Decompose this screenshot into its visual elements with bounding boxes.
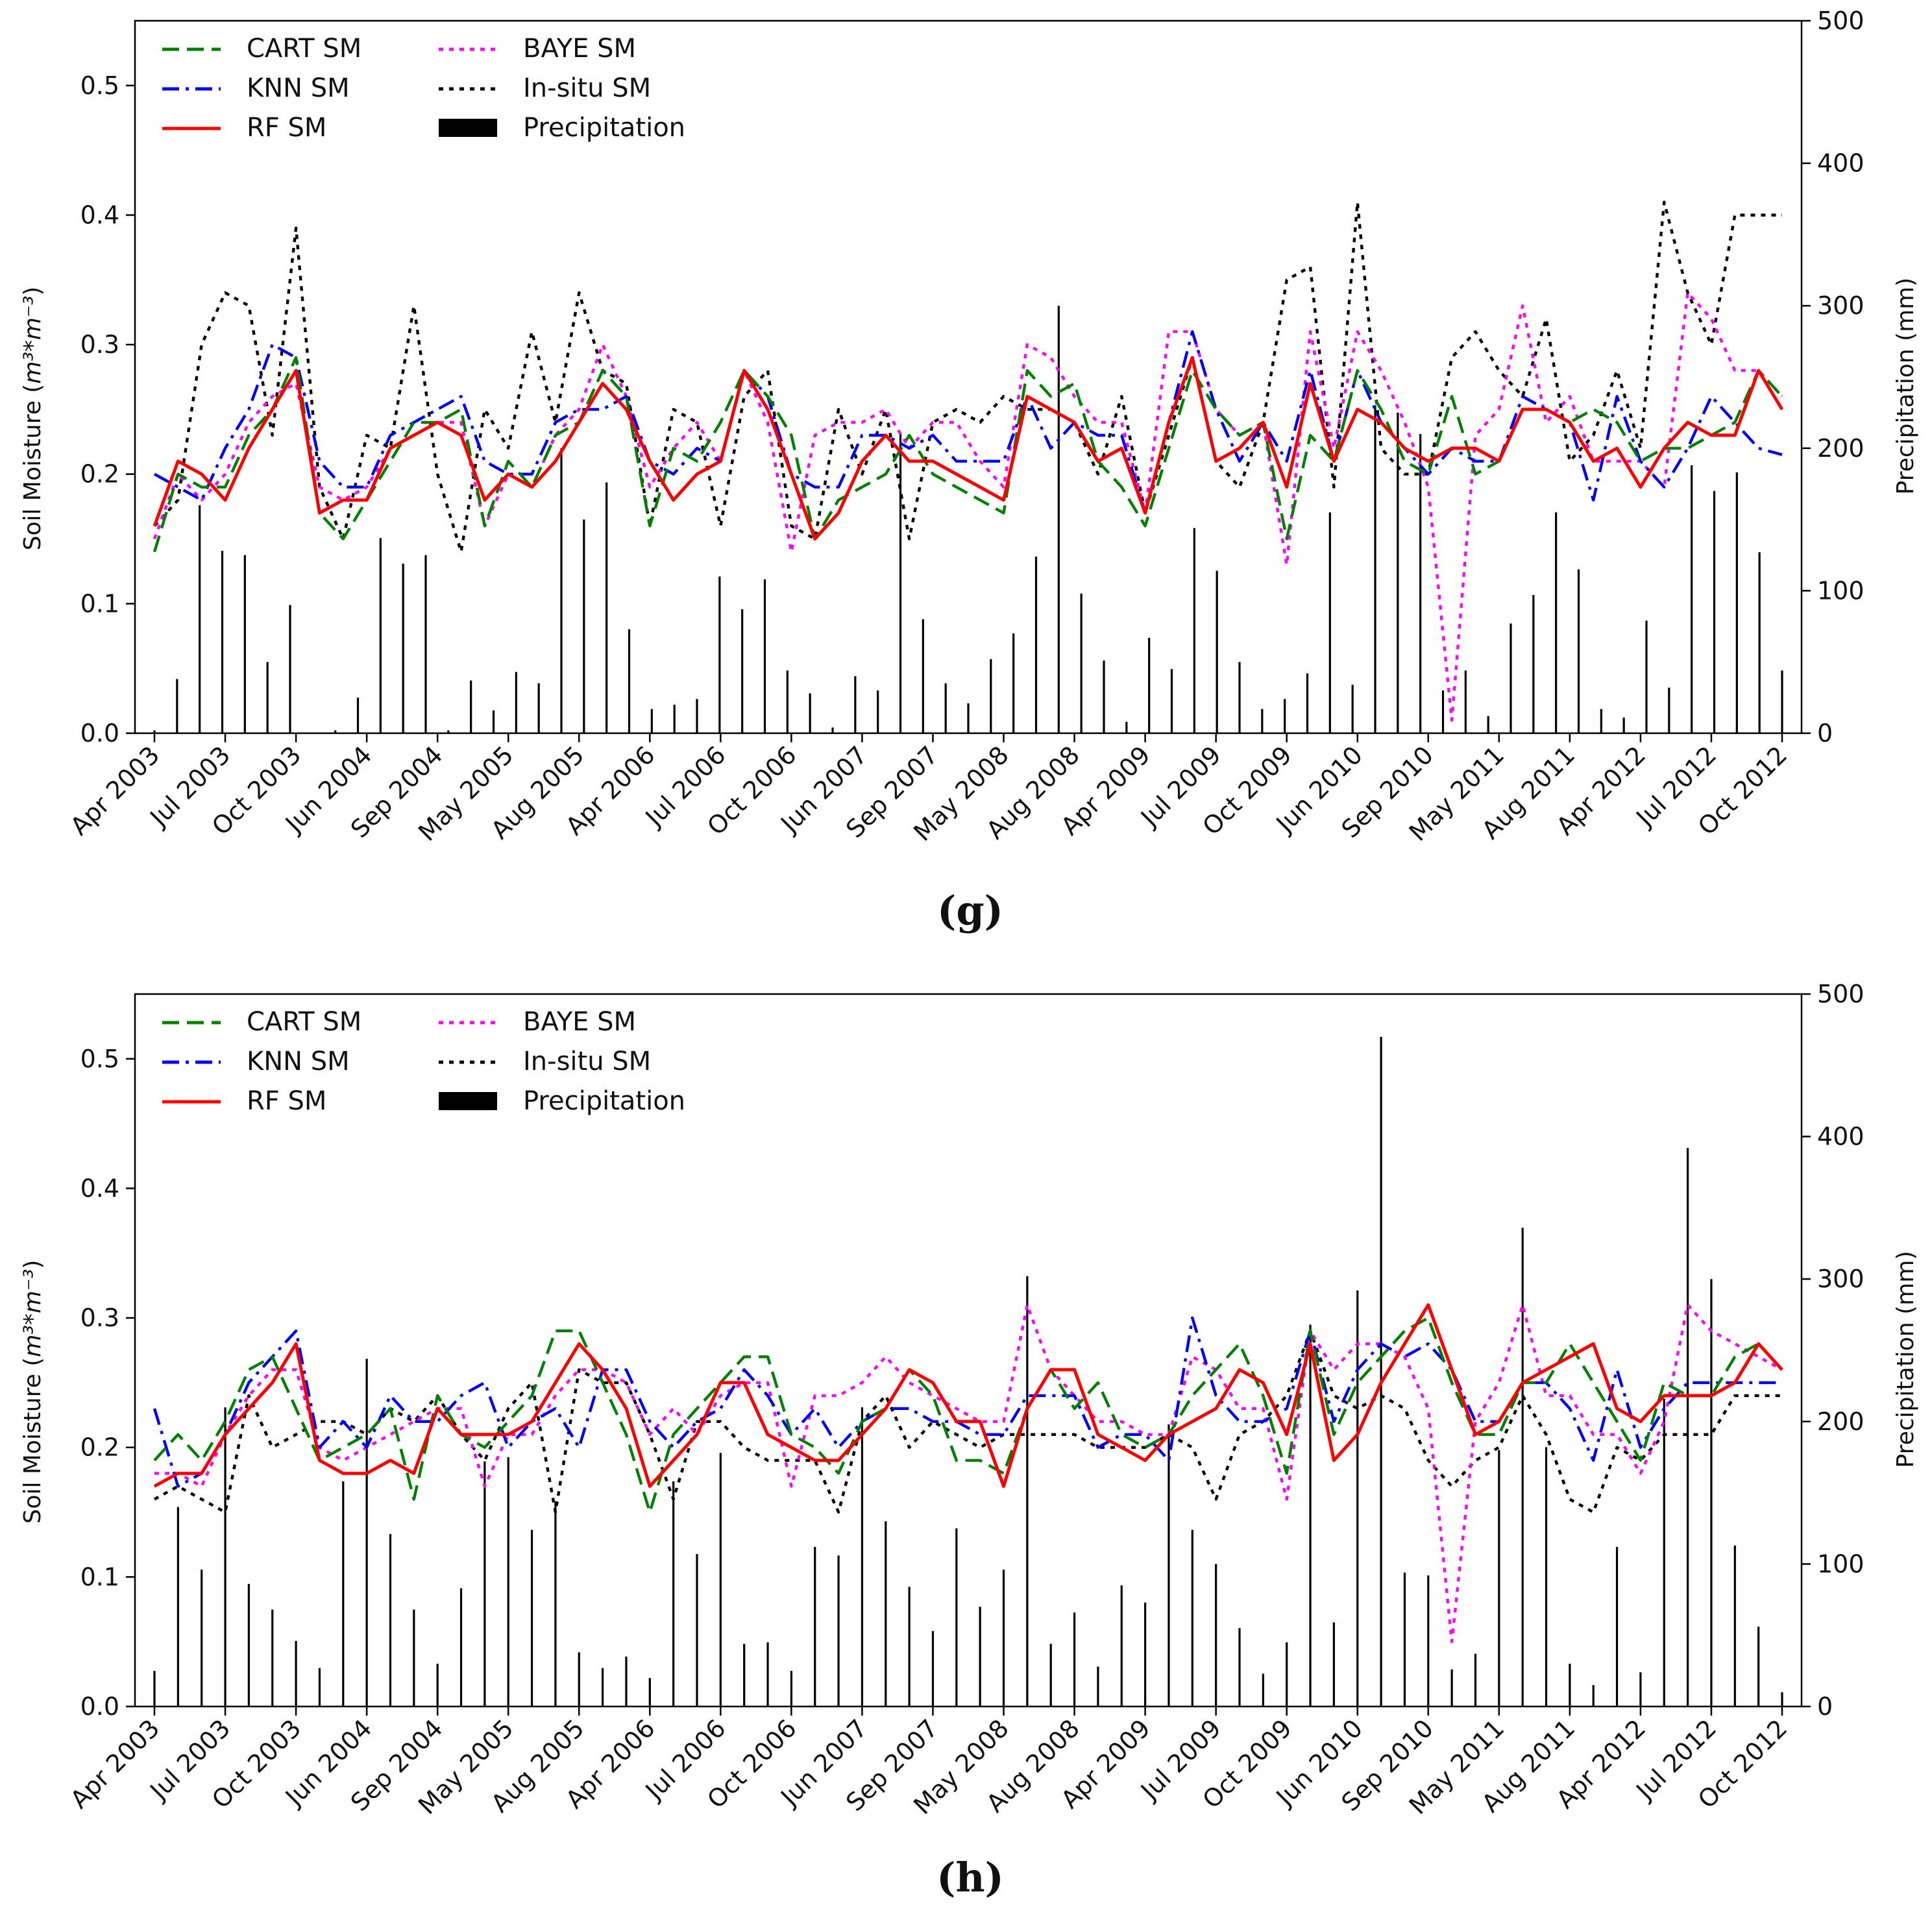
legend-item: Precipitation <box>439 113 685 143</box>
legend-item: KNN SM <box>162 1047 350 1076</box>
legend-swatch <box>439 119 497 137</box>
plot-frame <box>134 19 1803 735</box>
panel-label: (h) <box>936 1854 1004 1901</box>
legend-label: BAYE SM <box>523 1007 636 1037</box>
series-line-rf-sm <box>153 1303 1783 1488</box>
y2-tick-label: 100 <box>1817 1549 1865 1578</box>
y-axis-right: 0 100 200 300 400 500 <box>1802 6 1865 747</box>
legend-label: KNN SM <box>247 73 350 103</box>
y-tick-label: 0.3 <box>80 330 119 359</box>
legend-label: In-situ SM <box>523 73 651 103</box>
y-tick-label: 0.4 <box>80 1174 119 1202</box>
y-tick-label: 0.2 <box>80 460 119 489</box>
y2-tick-label: 100 <box>1817 576 1865 605</box>
y-tick-label: 0.1 <box>80 589 119 618</box>
y2-axis-label: Precipitation (mm) <box>1892 278 1919 495</box>
y2-tick-label: 0 <box>1817 719 1833 747</box>
legend-label: BAYE SM <box>523 34 636 64</box>
y-tick-label: 0.3 <box>80 1304 119 1332</box>
series-line-cart-sm <box>153 1316 1783 1514</box>
series-line-baye-sm <box>153 291 1783 722</box>
y2-tick-label: 400 <box>1817 1123 1865 1151</box>
y-axis-left: 0.0 0.1 0.2 0.3 0.4 0.5 <box>80 71 135 747</box>
y2-tick-label: 200 <box>1817 434 1865 463</box>
legend-item: BAYE SM <box>439 1007 636 1037</box>
legend: CART SM KNN SM RF SM BAYE SM In-situ SM Preci… <box>162 1007 685 1116</box>
series-line-rf-sm <box>153 356 1784 541</box>
series-line-in-situ-sm <box>153 200 1782 553</box>
panel-label: (g) <box>937 887 1003 934</box>
legend-item: RF SM <box>162 113 326 143</box>
y2-tick-label: 500 <box>1817 980 1865 1008</box>
legend: CART SM KNN SM RF SM BAYE SM In-situ SM Preci… <box>162 34 685 143</box>
y-tick-label: 0.5 <box>80 71 119 100</box>
y2-tick-label: 200 <box>1817 1407 1865 1436</box>
y2-tick-label: 400 <box>1817 149 1865 178</box>
legend-label: In-situ SM <box>523 1047 651 1076</box>
plot-frame <box>134 993 1803 1708</box>
y2-tick-label: 0 <box>1817 1692 1833 1721</box>
legend-item: CART SM <box>162 34 361 64</box>
y2-tick-label: 300 <box>1817 291 1865 320</box>
series-line-in-situ-sm <box>153 1329 1782 1514</box>
legend-label: RF SM <box>247 1086 326 1116</box>
legend-swatch <box>439 1092 497 1110</box>
y-tick-label: 0.2 <box>80 1433 119 1462</box>
legend-label: RF SM <box>247 113 326 143</box>
y-tick-label: 0.5 <box>80 1045 119 1073</box>
legend-item: BAYE SM <box>439 34 636 64</box>
y2-tick-label: 500 <box>1817 6 1865 35</box>
precipitation-bars <box>153 1036 1783 1707</box>
y-axis-right: 0 100 200 300 400 500 <box>1802 980 1865 1721</box>
legend-label: Precipitation <box>523 113 685 143</box>
y-axis-label: Soil Moisture (m³*m⁻³) <box>19 287 46 551</box>
legend-item: Precipitation <box>439 1086 685 1116</box>
y-tick-label: 0.4 <box>80 200 119 229</box>
y-axis-label: Soil Moisture (m³*m⁻³) <box>19 1260 46 1524</box>
series-line-knn-sm <box>153 330 1783 515</box>
legend-label: CART SM <box>247 34 361 64</box>
y-tick-label: 0.1 <box>80 1562 119 1591</box>
series-line-knn-sm <box>153 1316 1782 1488</box>
legend-item: KNN SM <box>162 73 350 103</box>
y-tick-label: 0.0 <box>80 719 119 747</box>
legend-label: KNN SM <box>247 1047 350 1076</box>
legend-item: RF SM <box>162 1086 326 1116</box>
y-axis-left: 0.0 0.1 0.2 0.3 0.4 0.5 <box>80 1045 135 1721</box>
series-lines <box>153 1303 1783 1644</box>
legend-item: CART SM <box>162 1007 361 1037</box>
y-tick-label: 0.0 <box>80 1692 119 1721</box>
legend-item: In-situ SM <box>439 1047 651 1076</box>
legend-label: Precipitation <box>523 1086 685 1116</box>
legend-item: In-situ SM <box>439 73 651 103</box>
legend-label: CART SM <box>247 1007 361 1037</box>
series-lines <box>153 200 1784 722</box>
y2-axis-label: Precipitation (mm) <box>1892 1251 1919 1468</box>
y2-tick-label: 300 <box>1817 1265 1865 1293</box>
precipitation-bars <box>153 306 1783 733</box>
